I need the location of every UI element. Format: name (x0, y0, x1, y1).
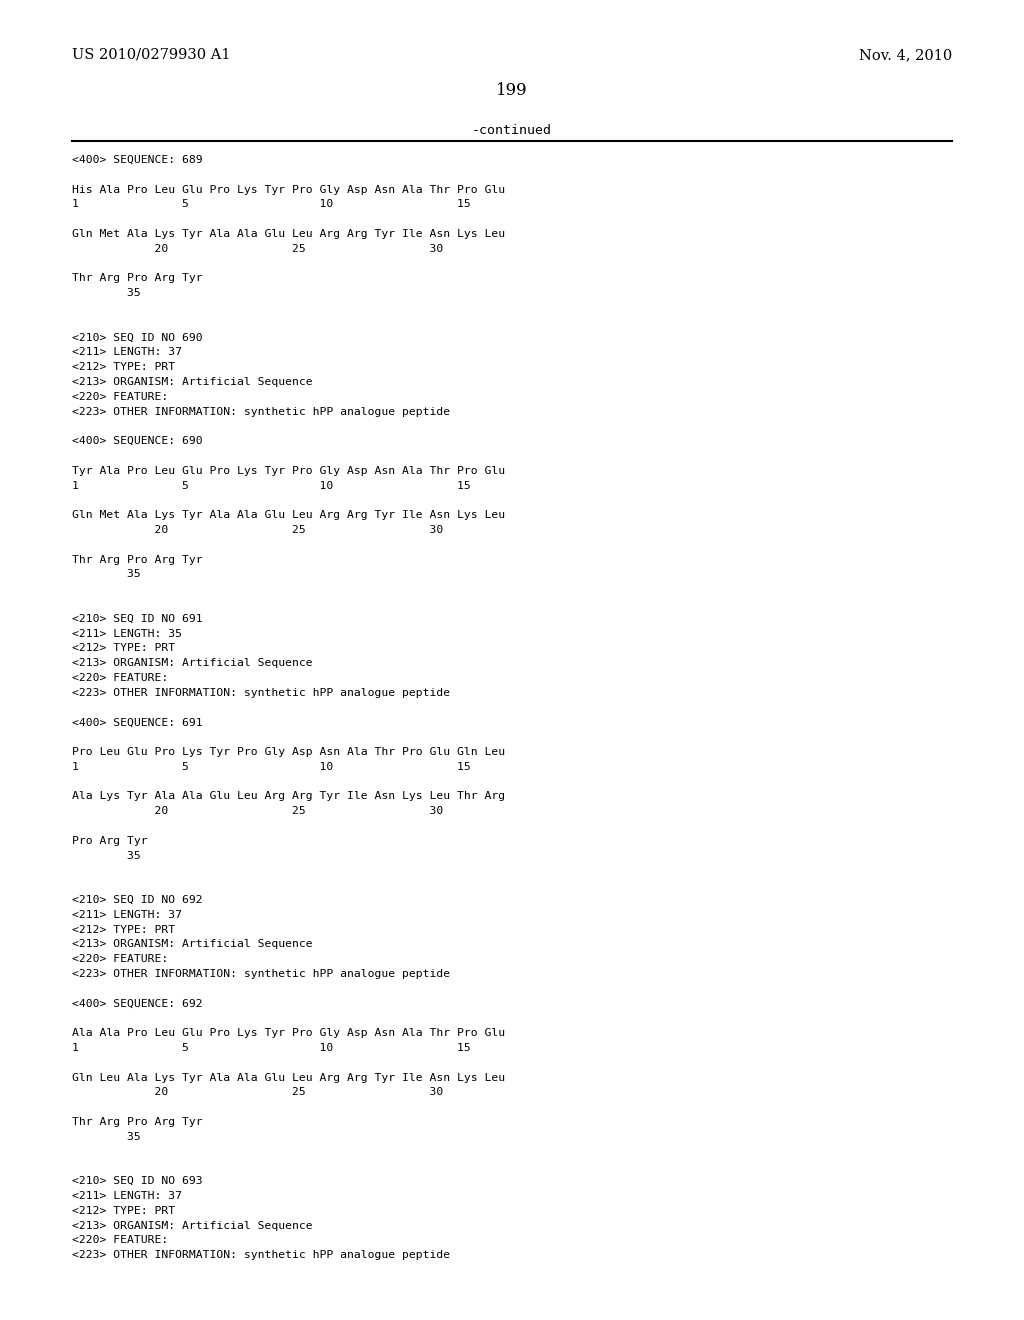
Text: <220> FEATURE:: <220> FEATURE: (72, 392, 168, 401)
Text: Gln Met Ala Lys Tyr Ala Ala Glu Leu Arg Arg Tyr Ile Asn Lys Leu: Gln Met Ala Lys Tyr Ala Ala Glu Leu Arg … (72, 511, 505, 520)
Text: 35: 35 (72, 288, 140, 298)
Text: Tyr Ala Pro Leu Glu Pro Lys Tyr Pro Gly Asp Asn Ala Thr Pro Glu: Tyr Ala Pro Leu Glu Pro Lys Tyr Pro Gly … (72, 466, 505, 475)
Text: 35: 35 (72, 1131, 140, 1142)
Text: 20                  25                  30: 20 25 30 (72, 1088, 443, 1097)
Text: <223> OTHER INFORMATION: synthetic hPP analogue peptide: <223> OTHER INFORMATION: synthetic hPP a… (72, 407, 451, 417)
Text: <210> SEQ ID NO 690: <210> SEQ ID NO 690 (72, 333, 203, 343)
Text: <211> LENGTH: 35: <211> LENGTH: 35 (72, 628, 182, 639)
Text: 199: 199 (497, 82, 527, 99)
Text: 1               5                   10                  15: 1 5 10 15 (72, 1043, 471, 1053)
Text: Pro Leu Glu Pro Lys Tyr Pro Gly Asp Asn Ala Thr Pro Glu Gln Leu: Pro Leu Glu Pro Lys Tyr Pro Gly Asp Asn … (72, 747, 505, 756)
Text: <223> OTHER INFORMATION: synthetic hPP analogue peptide: <223> OTHER INFORMATION: synthetic hPP a… (72, 969, 451, 979)
Text: 20                  25                  30: 20 25 30 (72, 807, 443, 816)
Text: 35: 35 (72, 569, 140, 579)
Text: 20                  25                  30: 20 25 30 (72, 525, 443, 535)
Text: <213> ORGANISM: Artificial Sequence: <213> ORGANISM: Artificial Sequence (72, 940, 312, 949)
Text: Gln Leu Ala Lys Tyr Ala Ala Glu Leu Arg Arg Tyr Ile Asn Lys Leu: Gln Leu Ala Lys Tyr Ala Ala Glu Leu Arg … (72, 1073, 505, 1082)
Text: <211> LENGTH: 37: <211> LENGTH: 37 (72, 347, 182, 358)
Text: <220> FEATURE:: <220> FEATURE: (72, 1236, 168, 1245)
Text: Pro Arg Tyr: Pro Arg Tyr (72, 836, 147, 846)
Text: Thr Arg Pro Arg Tyr: Thr Arg Pro Arg Tyr (72, 554, 203, 565)
Text: <211> LENGTH: 37: <211> LENGTH: 37 (72, 1191, 182, 1201)
Text: <212> TYPE: PRT: <212> TYPE: PRT (72, 924, 175, 935)
Text: 1               5                   10                  15: 1 5 10 15 (72, 480, 471, 491)
Text: 20                  25                  30: 20 25 30 (72, 244, 443, 253)
Text: US 2010/0279930 A1: US 2010/0279930 A1 (72, 48, 230, 62)
Text: <212> TYPE: PRT: <212> TYPE: PRT (72, 643, 175, 653)
Text: Thr Arg Pro Arg Tyr: Thr Arg Pro Arg Tyr (72, 1117, 203, 1127)
Text: <223> OTHER INFORMATION: synthetic hPP analogue peptide: <223> OTHER INFORMATION: synthetic hPP a… (72, 1250, 451, 1261)
Text: <211> LENGTH: 37: <211> LENGTH: 37 (72, 909, 182, 920)
Text: Ala Ala Pro Leu Glu Pro Lys Tyr Pro Gly Asp Asn Ala Thr Pro Glu: Ala Ala Pro Leu Glu Pro Lys Tyr Pro Gly … (72, 1028, 505, 1039)
Text: <400> SEQUENCE: 689: <400> SEQUENCE: 689 (72, 154, 203, 165)
Text: His Ala Pro Leu Glu Pro Lys Tyr Pro Gly Asp Asn Ala Thr Pro Glu: His Ala Pro Leu Glu Pro Lys Tyr Pro Gly … (72, 185, 505, 194)
Text: <213> ORGANISM: Artificial Sequence: <213> ORGANISM: Artificial Sequence (72, 378, 312, 387)
Text: <400> SEQUENCE: 691: <400> SEQUENCE: 691 (72, 717, 203, 727)
Text: 35: 35 (72, 850, 140, 861)
Text: <210> SEQ ID NO 691: <210> SEQ ID NO 691 (72, 614, 203, 624)
Text: <223> OTHER INFORMATION: synthetic hPP analogue peptide: <223> OTHER INFORMATION: synthetic hPP a… (72, 688, 451, 698)
Text: Ala Lys Tyr Ala Ala Glu Leu Arg Arg Tyr Ile Asn Lys Leu Thr Arg: Ala Lys Tyr Ala Ala Glu Leu Arg Arg Tyr … (72, 792, 505, 801)
Text: -continued: -continued (472, 124, 552, 137)
Text: Nov. 4, 2010: Nov. 4, 2010 (859, 48, 952, 62)
Text: <210> SEQ ID NO 693: <210> SEQ ID NO 693 (72, 1176, 203, 1187)
Text: <212> TYPE: PRT: <212> TYPE: PRT (72, 1205, 175, 1216)
Text: <212> TYPE: PRT: <212> TYPE: PRT (72, 362, 175, 372)
Text: <213> ORGANISM: Artificial Sequence: <213> ORGANISM: Artificial Sequence (72, 659, 312, 668)
Text: <220> FEATURE:: <220> FEATURE: (72, 673, 168, 682)
Text: <210> SEQ ID NO 692: <210> SEQ ID NO 692 (72, 895, 203, 906)
Text: 1               5                   10                  15: 1 5 10 15 (72, 199, 471, 210)
Text: 1               5                   10                  15: 1 5 10 15 (72, 762, 471, 772)
Text: <400> SEQUENCE: 692: <400> SEQUENCE: 692 (72, 999, 203, 1008)
Text: <220> FEATURE:: <220> FEATURE: (72, 954, 168, 964)
Text: <400> SEQUENCE: 690: <400> SEQUENCE: 690 (72, 436, 203, 446)
Text: Gln Met Ala Lys Tyr Ala Ala Glu Leu Arg Arg Tyr Ile Asn Lys Leu: Gln Met Ala Lys Tyr Ala Ala Glu Leu Arg … (72, 228, 505, 239)
Text: Thr Arg Pro Arg Tyr: Thr Arg Pro Arg Tyr (72, 273, 203, 284)
Text: <213> ORGANISM: Artificial Sequence: <213> ORGANISM: Artificial Sequence (72, 1221, 312, 1230)
